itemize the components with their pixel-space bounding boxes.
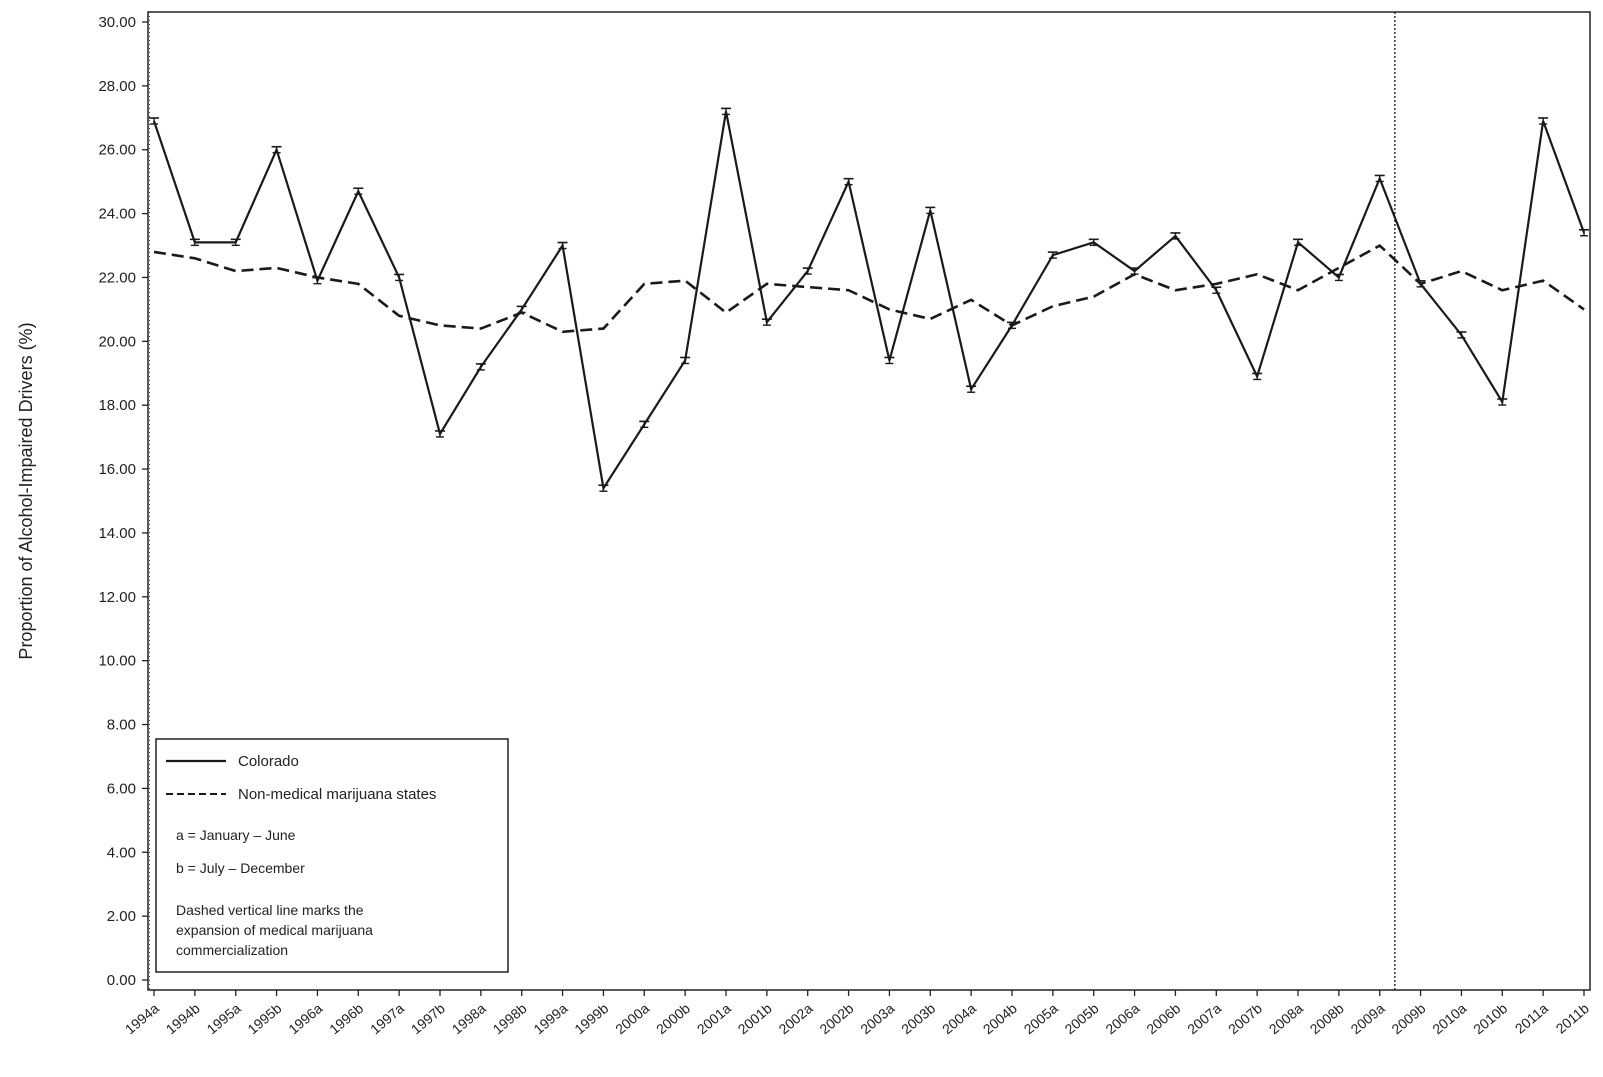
data-point-colorado [1497, 398, 1508, 406]
legend-annotation-line: expansion of medical marijuana [176, 922, 373, 938]
plot-frame [147, 11, 1591, 991]
x-tick-label: 2005b [1062, 1000, 1102, 1037]
data-point-colorado [1047, 251, 1058, 259]
x-tick-label: 1999a [530, 1000, 570, 1037]
legend-label: Colorado [238, 753, 299, 770]
data-point-colorado [925, 206, 936, 215]
x-tick-label: 1996b [326, 1000, 366, 1037]
series-line-non-medical-states [153, 243, 1585, 334]
x-tick-label: 2007a [1184, 1000, 1224, 1037]
data-point-colorado [802, 267, 813, 275]
data-point-colorado [680, 356, 691, 365]
x-tick-label: 2001a [694, 1000, 734, 1037]
data-point-colorado [1088, 238, 1099, 247]
x-tick-label: 1994a [122, 1000, 162, 1037]
data-point-colorado [1538, 117, 1549, 125]
data-point-colorado [189, 238, 200, 247]
data-point-colorado [884, 356, 895, 365]
series-line-colorado [152, 111, 1586, 492]
legend-note: a = January – June [176, 827, 296, 843]
data-point-colorado [721, 107, 731, 116]
x-tick-label: 2010a [1429, 1000, 1469, 1037]
x-tick-label: 1997b [408, 1000, 448, 1037]
x-tick-label: 1998a [449, 1000, 489, 1037]
y-tick-label: 20.00 [98, 333, 136, 350]
data-point-colorado [1211, 286, 1222, 294]
x-tick-label: 1994b [163, 1000, 203, 1037]
y-tick-label: 30.00 [98, 14, 136, 31]
data-point-colorado [598, 484, 609, 492]
data-point-colorado [843, 177, 854, 186]
x-tick-label: 2005a [1021, 1000, 1061, 1037]
data-point-colorado [435, 430, 445, 438]
x-tick-label: 2002a [776, 1000, 816, 1037]
y-tick-label: 18.00 [98, 397, 136, 414]
x-tick-label: 2010b [1470, 1000, 1510, 1037]
x-tick-label: 2006b [1143, 1000, 1183, 1037]
y-tick-label: 2.00 [107, 908, 136, 925]
y-tick-label: 6.00 [107, 780, 136, 797]
y-tick-label: 22.00 [98, 269, 136, 286]
y-tick-label: 10.00 [98, 653, 136, 670]
x-tick-label: 2003a [857, 1000, 897, 1037]
data-point-colorado [475, 363, 486, 371]
y-tick-label: 26.00 [98, 142, 136, 159]
data-point-colorado [1170, 232, 1181, 240]
x-tick-label: 2008a [1266, 1000, 1306, 1037]
y-tick-label: 28.00 [98, 78, 136, 95]
x-tick-label: 1999b [571, 1000, 611, 1037]
data-point-colorado [761, 318, 772, 326]
x-tick-label: 2008b [1307, 1000, 1347, 1037]
x-tick-label: 2000b [653, 1000, 693, 1037]
data-point-colorado [394, 273, 405, 282]
x-tick-label: 1996a [285, 1000, 325, 1037]
x-tick-label: 2007b [1225, 1000, 1265, 1037]
legend-annotation-line: Dashed vertical line marks the [176, 902, 364, 918]
legend-note: b = July – December [176, 860, 305, 876]
data-point-colorado [271, 145, 282, 154]
legend-annotation-line: commercialization [176, 942, 288, 958]
x-tick-label: 2011b [1553, 1000, 1592, 1037]
x-tick-label: 2003b [898, 1000, 938, 1037]
x-tick-label: 2004b [980, 1000, 1020, 1037]
legend-box [155, 738, 509, 973]
y-tick-label: 24.00 [98, 206, 136, 223]
x-tick-label: 2000a [612, 1000, 652, 1037]
x-tick-label: 2002b [816, 1000, 856, 1037]
x-tick-label: 1995b [244, 1000, 284, 1037]
data-point-colorado [149, 117, 159, 125]
x-tick-label: 2009a [1348, 1000, 1388, 1037]
data-point-colorado [1579, 228, 1589, 237]
y-tick-label: 0.00 [107, 972, 136, 989]
legend-label: Non-medical marijuana states [238, 786, 436, 803]
x-tick-label: 2006a [1102, 1000, 1142, 1037]
y-tick-label: 4.00 [107, 844, 136, 861]
x-tick-label: 2004a [939, 1000, 979, 1037]
y-tick-label: 12.00 [98, 589, 136, 606]
data-point-colorado [353, 187, 364, 195]
data-point-colorado [1333, 273, 1344, 282]
x-tick-label: 1995a [204, 1000, 244, 1037]
data-point-colorado [639, 420, 650, 429]
y-tick-label: 8.00 [107, 717, 136, 734]
data-point-colorado [1374, 174, 1385, 183]
y-axis-title: Proportion of Alcohol-Impaired Drivers (… [16, 322, 36, 659]
data-point-colorado [1456, 331, 1467, 339]
y-tick-label: 16.00 [98, 461, 136, 478]
x-tick-label: 2001b [735, 1000, 775, 1037]
data-point-colorado [230, 238, 241, 247]
data-point-colorado [1252, 372, 1263, 381]
x-tick-label: 1998b [490, 1000, 530, 1037]
data-point-colorado [1293, 238, 1303, 247]
data-point-colorado [557, 241, 568, 250]
y-tick-label: 14.00 [98, 525, 136, 542]
x-tick-label: 2009b [1388, 1000, 1428, 1037]
x-tick-label: 1997a [367, 1000, 407, 1037]
data-point-colorado [966, 385, 977, 393]
x-tick-label: 2011a [1512, 1000, 1551, 1037]
